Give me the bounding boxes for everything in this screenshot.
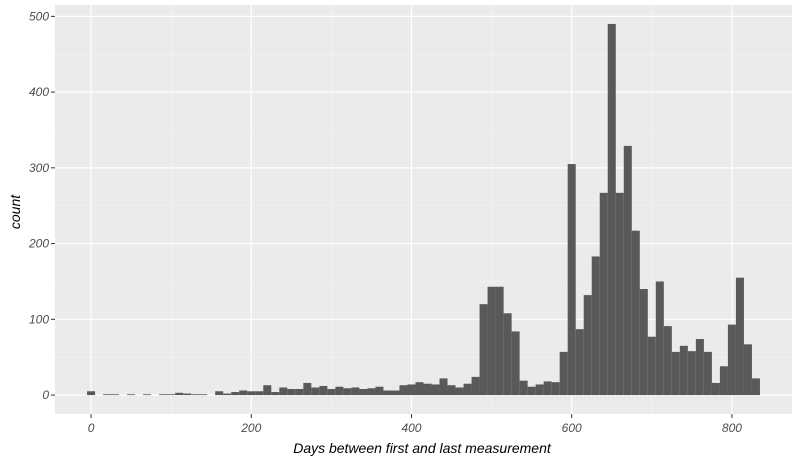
histogram-bar xyxy=(487,286,496,396)
histogram-bar xyxy=(271,392,280,396)
histogram-bar xyxy=(711,382,720,396)
histogram-bar xyxy=(559,351,568,396)
histogram-bar xyxy=(359,389,368,396)
x-axis-title: Days between first and last measurement xyxy=(293,440,552,456)
histogram-bar xyxy=(175,392,184,396)
histogram-bar xyxy=(423,383,432,396)
histogram-bar xyxy=(639,289,648,396)
histogram-bar xyxy=(551,382,560,396)
histogram-bar xyxy=(575,329,584,396)
histogram-bar xyxy=(375,386,384,396)
histogram-bar xyxy=(231,392,240,396)
histogram-bar xyxy=(255,391,264,396)
x-tick-label: 600 xyxy=(562,421,582,435)
histogram-bar xyxy=(143,394,152,396)
histogram-bar xyxy=(311,387,320,396)
histogram-bar xyxy=(191,394,200,396)
histogram-bar xyxy=(591,256,600,396)
histogram-bar xyxy=(687,351,696,396)
x-tick-label: 0 xyxy=(88,421,95,435)
histogram-bar xyxy=(719,366,728,396)
histogram-bar xyxy=(663,326,672,396)
x-axis-ticks: 0 200 400 600 800 xyxy=(88,414,742,435)
histogram-bar xyxy=(439,378,448,396)
histogram-bar xyxy=(535,384,544,396)
histogram-bar xyxy=(495,286,504,396)
histogram-bar xyxy=(327,389,336,396)
histogram-bar xyxy=(503,313,512,396)
histogram-bar xyxy=(607,23,616,396)
y-tick-label: 500 xyxy=(29,9,49,23)
histogram-bar xyxy=(431,384,440,396)
histogram-bar xyxy=(351,387,360,396)
histogram-bar xyxy=(215,391,224,396)
histogram-bar xyxy=(127,394,136,396)
histogram-bar xyxy=(543,381,552,396)
histogram-bar xyxy=(567,164,576,396)
histogram-bar xyxy=(199,394,208,396)
histogram-bar xyxy=(647,336,656,396)
histogram-bar xyxy=(519,380,528,396)
histogram-bar xyxy=(743,344,752,396)
histogram-bar xyxy=(471,376,480,396)
histogram-bar xyxy=(671,351,680,396)
y-tick-label: 0 xyxy=(42,388,49,402)
histogram-bar xyxy=(159,394,168,396)
histogram-bar xyxy=(383,390,392,396)
y-axis-title: count xyxy=(7,194,23,229)
histogram-bar xyxy=(527,386,536,396)
x-tick-label: 800 xyxy=(722,421,742,435)
histogram-bar xyxy=(407,384,416,396)
histogram-bar xyxy=(247,391,256,396)
histogram-bar xyxy=(599,192,608,396)
histogram-bar xyxy=(239,390,248,396)
histogram-bar xyxy=(455,387,464,396)
histogram-bar xyxy=(623,145,632,396)
x-tick-label: 400 xyxy=(401,421,421,435)
histogram-bar xyxy=(703,351,712,396)
histogram-bar xyxy=(295,389,304,396)
y-axis-ticks: 0 100 200 300 400 500 xyxy=(28,9,55,402)
histogram-bar xyxy=(479,304,488,396)
histogram-bar xyxy=(583,295,592,396)
minor-gridlines xyxy=(55,5,792,414)
histogram-bar xyxy=(463,383,472,396)
histogram-bar xyxy=(399,385,408,396)
histogram-bar xyxy=(511,331,520,396)
histogram-bar xyxy=(111,394,120,396)
histogram-bar xyxy=(751,378,760,396)
histogram-bars xyxy=(87,23,760,396)
histogram-bar xyxy=(183,393,192,396)
histogram-bar xyxy=(655,281,664,396)
y-tick-label: 100 xyxy=(29,312,49,326)
histogram-bar xyxy=(343,388,352,396)
histogram-bar xyxy=(335,386,344,396)
histogram-bar xyxy=(223,393,232,396)
y-tick-label: 400 xyxy=(29,85,49,99)
histogram-bar xyxy=(319,385,328,396)
y-tick-label: 300 xyxy=(29,161,49,175)
histogram-bar xyxy=(303,382,312,396)
histogram-bar xyxy=(631,230,640,396)
histogram-bar xyxy=(367,388,376,396)
histogram-bar xyxy=(695,339,704,396)
histogram-bar xyxy=(391,390,400,396)
x-tick-label: 200 xyxy=(240,421,261,435)
histogram-bar xyxy=(727,324,736,396)
histogram-bar xyxy=(103,394,112,396)
histogram-bar xyxy=(679,345,688,396)
histogram-bar xyxy=(263,385,272,396)
y-tick-label: 200 xyxy=(28,237,49,251)
histogram-bar xyxy=(287,389,296,396)
histogram-bar xyxy=(615,192,624,396)
histogram-bar xyxy=(279,387,288,396)
histogram-bar xyxy=(167,394,176,396)
histogram-bar xyxy=(87,391,96,396)
histogram-bar xyxy=(447,385,456,396)
histogram-bar xyxy=(735,277,744,396)
histogram-bar xyxy=(415,382,424,396)
